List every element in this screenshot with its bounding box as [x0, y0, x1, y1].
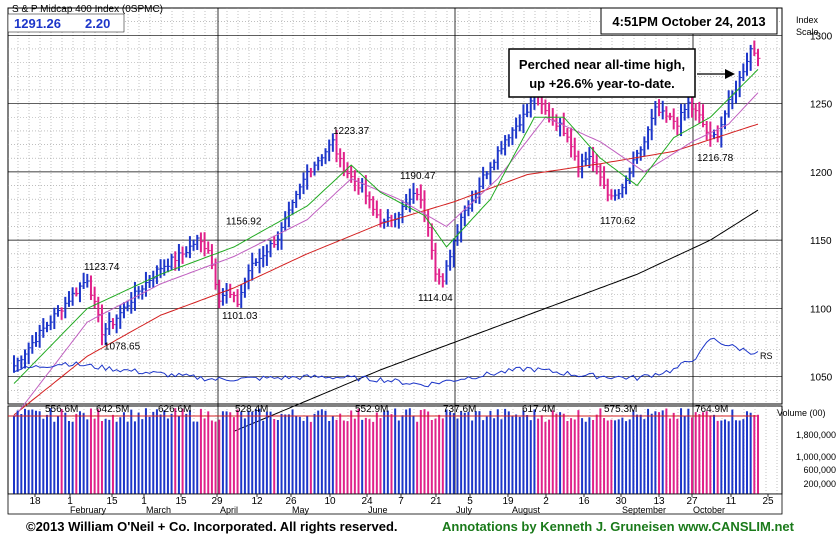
volume-annotation: 552.9M	[355, 404, 388, 415]
rs-line	[13, 337, 759, 388]
price-chart: 1050 1100 1150 1200 1250 1300 Index Scale S & P …	[7, 4, 836, 515]
annotations-credit: Annotations by Kenneth J. Gruneisen www.…	[442, 519, 794, 534]
price-value: 1291.26	[14, 16, 61, 31]
price-annotation: 1216.78	[697, 153, 734, 164]
volume-annotation: 556.6M	[45, 404, 78, 415]
x-month-label: September	[622, 505, 666, 515]
x-day-label: 16	[578, 496, 590, 507]
volume-tick-label: 200,000	[803, 479, 836, 489]
price-annotation: 1101.03	[222, 311, 258, 322]
x-day-label: 15	[175, 496, 187, 507]
volume-tick-label: 1,000,000	[796, 452, 836, 462]
x-day-label: 24	[361, 496, 373, 507]
x-day-label: 1	[141, 496, 147, 507]
ma200-line	[233, 209, 759, 432]
footer: ©2013 William O'Neil + Co. Incorporated.…	[0, 516, 840, 538]
x-day-label: 25	[762, 496, 774, 507]
y-tick-label: 1300	[810, 31, 833, 42]
volume-annotation: 617.4M	[522, 404, 555, 415]
price-annotation: 1078.65	[104, 342, 141, 353]
y-tick-label: 1050	[810, 373, 833, 384]
volume-annotation: 642.5M	[96, 404, 129, 415]
x-axis-band	[7, 493, 783, 515]
x-month-label: May	[292, 505, 310, 515]
callout-line1: Perched near all-time high,	[519, 57, 685, 72]
x-day-label: 13	[653, 496, 665, 507]
ma20-line	[13, 92, 759, 419]
ma50-line	[13, 123, 759, 416]
x-month-label: February	[70, 505, 107, 515]
callout-line2: up +26.6% year-to-date.	[529, 76, 675, 91]
x-day-label: 19	[502, 496, 514, 507]
y-axis-label-top: Index	[796, 15, 819, 25]
rs-label: RS	[760, 351, 773, 361]
volume-annotation: 575.3M	[604, 404, 637, 415]
x-day-label: 30	[615, 496, 627, 507]
copyright-text: ©2013 William O'Neil + Co. Incorporated.…	[26, 519, 398, 534]
volume-annotation: 737.6M	[443, 404, 476, 415]
x-day-label: 12	[251, 496, 263, 507]
x-day-label: 7	[398, 496, 404, 507]
volume-annotation: 626.6M	[158, 404, 191, 415]
y-tick-label: 1250	[810, 100, 833, 111]
volume-tick-label: 1,800,000	[796, 430, 836, 440]
volume-annotation: 764.9M	[695, 404, 728, 415]
x-day-label: 27	[686, 496, 698, 507]
price-annotation: 1170.62	[600, 216, 636, 227]
x-day-label: 15	[106, 496, 118, 507]
callout-arrow-head	[725, 69, 735, 79]
x-day-label: 1	[67, 496, 73, 507]
x-month-label: October	[693, 505, 725, 515]
price-annotation: 1223.37	[333, 126, 370, 137]
price-annotation: 1190.47	[400, 171, 436, 182]
y-tick-label: 1150	[810, 236, 832, 247]
price-annotation: 1114.04	[418, 293, 453, 304]
x-month-label: April	[220, 505, 238, 515]
y-tick-label: 1100	[810, 304, 832, 315]
price-change: 2.20	[85, 16, 110, 31]
x-day-label: 18	[29, 496, 41, 507]
volume-tick-label: 600,000	[803, 465, 836, 475]
x-month-label: June	[368, 505, 388, 515]
timestamp-box	[600, 7, 778, 35]
x-month-label: July	[456, 505, 473, 515]
y-tick-label: 1200	[810, 168, 833, 179]
volume-label: Volume (00)	[777, 408, 826, 418]
x-day-label: 26	[285, 496, 297, 507]
x-day-label: 21	[430, 496, 442, 507]
y-axis-label-bottom: Scale	[796, 27, 819, 37]
x-day-label: 29	[211, 496, 223, 507]
price-box	[7, 13, 125, 33]
x-day-label: 5	[467, 496, 473, 507]
ma10-line	[13, 69, 759, 384]
x-month-label: March	[146, 505, 171, 515]
chart-title: S & P Midcap 400 Index (0SPMC)	[12, 4, 163, 15]
x-month-label: August	[512, 505, 541, 515]
x-day-label: 11	[726, 496, 737, 507]
volume-annotation: 528.4M	[235, 404, 268, 415]
price-annotation: 1123.74	[84, 262, 120, 273]
x-day-label: 10	[324, 496, 336, 507]
price-annotation: 1156.92	[226, 217, 262, 228]
x-day-label: 2	[543, 496, 549, 507]
callout-box	[508, 48, 696, 98]
timestamp-text: 4:51PM October 24, 2013	[612, 14, 765, 29]
